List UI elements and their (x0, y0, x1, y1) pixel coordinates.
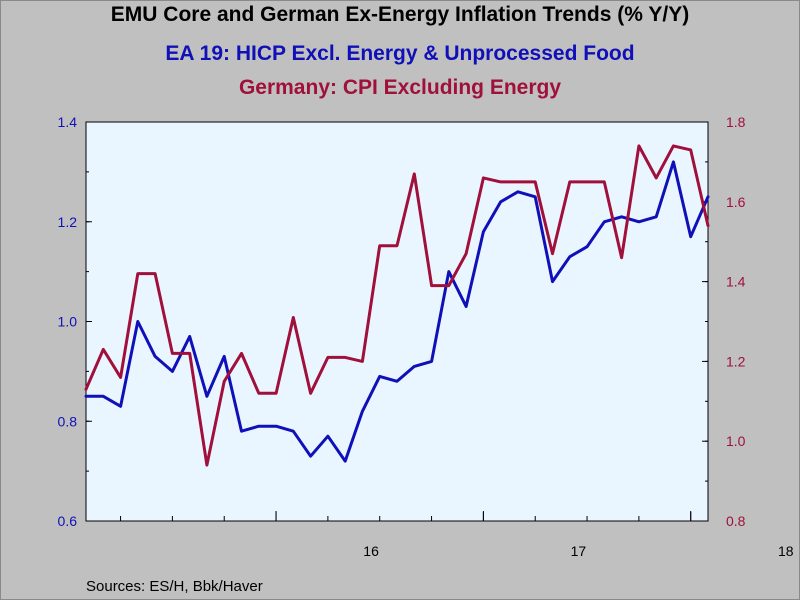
right-y-tick-label: 1.0 (726, 433, 746, 449)
series-line-germany (84, 144, 710, 467)
plot-area (85, 121, 709, 522)
right-y-tick-label: 0.8 (726, 513, 746, 529)
left-y-tick-label: 0.8 (58, 413, 78, 429)
chart-title: EMU Core and German Ex-Energy Inflation … (110, 3, 690, 26)
x-tick-label: 17 (571, 543, 587, 559)
right-y-tick-label: 1.2 (726, 353, 746, 369)
left-y-tick-label: 1.2 (58, 214, 78, 230)
left-y-tick-label: 0.6 (58, 513, 78, 529)
right-y-tick-label: 1.8 (726, 114, 746, 130)
left-y-tick-label: 1.0 (58, 314, 78, 330)
x-tick-label: 18 (778, 543, 794, 559)
left-y-tick-label: 1.4 (58, 114, 78, 130)
series-line-ea19 (84, 160, 710, 463)
series-title-ea19: EA 19: HICP Excl. Energy & Unprocessed F… (165, 42, 635, 65)
source-note: Sources: ES/H, Bbk/Haver (86, 578, 263, 595)
right-y-tick-label: 1.6 (726, 194, 746, 210)
x-tick-label: 16 (363, 543, 379, 559)
series-title-germany: Germany: CPI Excluding Energy (238, 76, 562, 99)
right-y-tick-label: 1.4 (726, 274, 746, 290)
